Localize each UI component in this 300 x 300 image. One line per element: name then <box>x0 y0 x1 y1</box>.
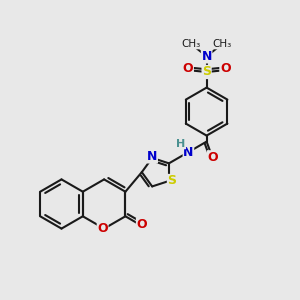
Text: O: O <box>97 222 108 235</box>
Text: CH₃: CH₃ <box>213 39 232 49</box>
Text: N: N <box>183 146 194 159</box>
Text: S: S <box>167 175 176 188</box>
Text: O: O <box>183 62 193 76</box>
Text: N: N <box>147 150 158 163</box>
Text: O: O <box>220 62 230 76</box>
Text: O: O <box>207 151 218 164</box>
Text: S: S <box>202 65 211 79</box>
Text: H: H <box>176 139 185 149</box>
Text: N: N <box>201 50 212 63</box>
Text: CH₃: CH₃ <box>182 39 201 49</box>
Text: O: O <box>136 218 147 231</box>
